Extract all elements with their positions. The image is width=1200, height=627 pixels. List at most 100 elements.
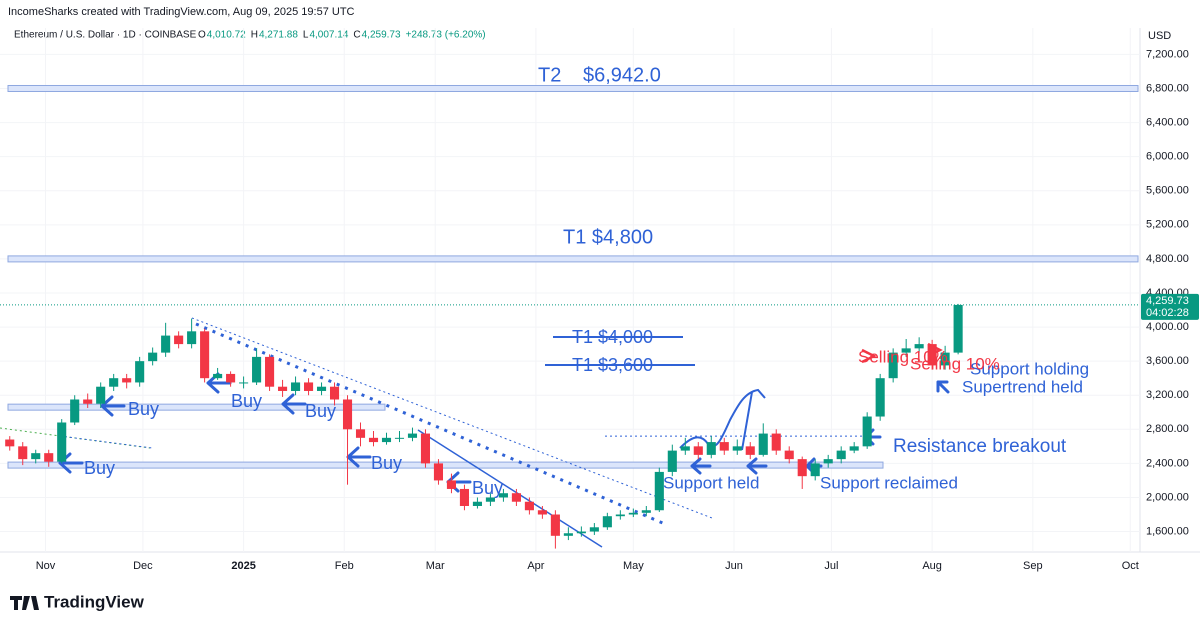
annotation: $6,942.0 xyxy=(583,64,661,86)
candle-body xyxy=(758,433,768,455)
candle-body xyxy=(797,459,807,477)
candle-body xyxy=(329,386,340,400)
x-tick-label: Jun xyxy=(725,560,743,572)
candle-body xyxy=(732,446,742,451)
candle-body xyxy=(407,433,418,438)
annotation: T1 $4,800 xyxy=(563,226,653,248)
brand: TradingView xyxy=(44,592,145,611)
annotation: Buy xyxy=(231,391,262,411)
annotation: Buy xyxy=(305,401,336,421)
candle-body xyxy=(355,429,366,438)
badge-price: 4,259.73 xyxy=(1146,295,1189,307)
candle-body xyxy=(18,446,28,460)
badge-box xyxy=(1141,293,1199,320)
y-tick-label: 6,800.00 xyxy=(1146,82,1189,94)
y-tick-label: 6,400.00 xyxy=(1146,116,1189,128)
logo-mark xyxy=(10,596,39,610)
x-tick-label: Jul xyxy=(824,560,838,572)
candle-body xyxy=(304,382,314,391)
y-tick-label: 5,600.00 xyxy=(1146,185,1189,197)
level-band xyxy=(7,255,1139,263)
candle-body xyxy=(239,382,249,384)
annotation: T1 $3,600 xyxy=(572,355,653,375)
annotation: Support holding xyxy=(970,359,1089,378)
candle-body xyxy=(784,450,794,460)
candle-body xyxy=(693,446,703,455)
trend-line xyxy=(195,322,666,526)
candle-body xyxy=(394,437,405,439)
y-tick-label: 3,600.00 xyxy=(1146,355,1189,367)
candle-body xyxy=(148,352,158,362)
candle-body xyxy=(485,497,495,502)
candle-body xyxy=(810,463,820,477)
candle-body xyxy=(252,356,262,383)
x-tick-label: Nov xyxy=(36,560,56,572)
candle-body xyxy=(511,493,521,502)
ohlc-change: +248.73 (+6.20%) xyxy=(406,30,486,41)
candle-body xyxy=(459,488,469,506)
annotation: Support reclaimed xyxy=(820,473,958,492)
candle-body xyxy=(667,450,677,472)
trend-line xyxy=(417,429,603,548)
ohlc-value: 4,007.14 xyxy=(309,30,348,41)
x-axis: Nov Dec 2025 Feb Mar Apr May Jun Jul Aug Sep Oct xyxy=(36,560,1139,572)
candle-body xyxy=(96,386,106,404)
candle-body xyxy=(706,442,716,455)
x-tick-label: Aug xyxy=(922,560,942,572)
candle-body xyxy=(927,344,937,366)
candle-body xyxy=(888,352,898,379)
candle-body xyxy=(291,382,301,391)
annotation: Support held xyxy=(663,473,759,492)
ohlc-key: C xyxy=(353,30,360,41)
candle-body xyxy=(719,442,729,451)
candle-body xyxy=(654,471,664,511)
candle-body xyxy=(524,501,534,511)
candle-body xyxy=(316,386,327,391)
candle-body xyxy=(862,416,872,447)
y-tick-label: 4,800.00 xyxy=(1146,253,1189,265)
candle-body xyxy=(161,335,171,353)
ohlc-value: 4,010.72 xyxy=(207,30,246,41)
candle-body xyxy=(563,533,573,536)
symbol: Ethereum / U.S. Dollar · 1D · COINBASE xyxy=(14,30,197,41)
candle-body xyxy=(278,386,288,391)
x-tick-label: Oct xyxy=(1122,560,1139,572)
candles xyxy=(5,303,963,549)
candle-body xyxy=(83,399,93,404)
candle-body xyxy=(940,352,950,366)
annotation: Buy xyxy=(128,399,159,419)
ohlc-legend: O 4,010.72 H 4,271.88 L 4,007.14 C 4,259.73 +248… xyxy=(198,30,486,41)
candle-body xyxy=(381,437,392,443)
ohlc-key: H xyxy=(251,30,258,41)
candle-body xyxy=(576,531,586,534)
trend-line xyxy=(59,435,153,449)
y-tick-label: 3,200.00 xyxy=(1146,389,1189,401)
credit: IncomeSharks created with TradingView.co… xyxy=(8,6,355,18)
annotation: Supertrend held xyxy=(962,377,1083,396)
candle-body xyxy=(680,446,690,451)
x-tick-label: Feb xyxy=(335,560,354,572)
annotation: Selling 10% xyxy=(858,347,948,366)
y-tick-label: 1,600.00 xyxy=(1146,525,1189,537)
arrow xyxy=(58,352,950,493)
level-band xyxy=(7,461,884,469)
annotation: Buy xyxy=(371,453,402,473)
candle-body xyxy=(589,527,599,532)
badge-countdown: 04:02:28 xyxy=(1146,307,1189,319)
candle-body xyxy=(849,446,859,451)
candle-body xyxy=(5,439,15,447)
candle-body xyxy=(745,446,755,455)
annotation: Buy xyxy=(84,458,115,478)
candle-body xyxy=(875,378,885,417)
candle-body xyxy=(472,501,482,506)
candle-body xyxy=(122,378,132,383)
annotation: Buy xyxy=(472,478,503,498)
candle-body xyxy=(628,512,638,515)
annotations: T2 $6,942.0 T1 $4,800 T1 $4,000 T1 $3,60… xyxy=(84,64,1089,497)
level-band xyxy=(7,403,386,411)
candle-body xyxy=(953,304,963,353)
candle-body xyxy=(641,510,651,513)
candle-body xyxy=(498,493,508,498)
